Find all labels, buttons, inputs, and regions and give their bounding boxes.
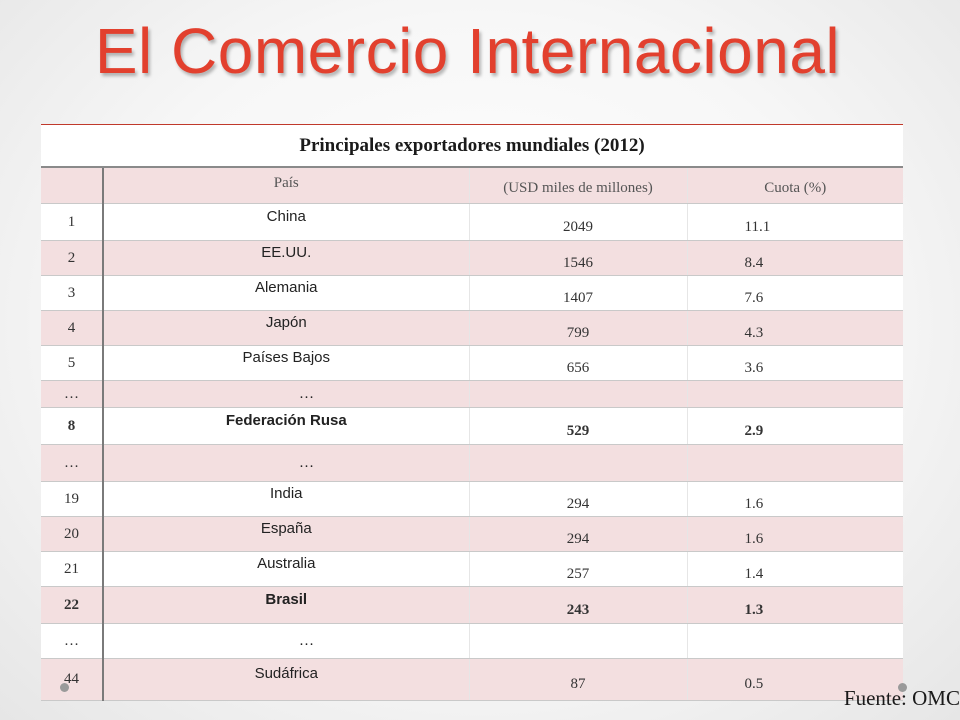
slide-title: El Comercio Internacional xyxy=(94,15,841,87)
value-cell: 1407 xyxy=(469,275,688,311)
value-cell: 529 xyxy=(469,407,688,445)
value-cell: 257 xyxy=(469,551,688,587)
value-cell: 294 xyxy=(469,481,688,517)
table-row: …… xyxy=(41,444,904,482)
rank-cell: 8 xyxy=(41,407,104,445)
country-cell: Federación Rusa xyxy=(103,407,470,445)
rank-cell: 19 xyxy=(41,481,104,517)
value-cell: 656 xyxy=(469,345,688,381)
country-cell: Alemania xyxy=(103,275,470,311)
share-cell: 2.9 xyxy=(687,407,904,445)
country-cell: India xyxy=(103,481,470,517)
share-cell: 7.6 xyxy=(687,275,904,311)
country-cell: … xyxy=(103,380,470,408)
table-row: 19 India 294 1.6 xyxy=(41,481,904,517)
share-cell: 1.4 xyxy=(687,551,904,587)
rank-cell: 22 xyxy=(41,586,104,624)
rank-cell: 20 xyxy=(41,516,104,552)
value-cell: 243 xyxy=(469,586,688,624)
value-cell: 87 xyxy=(469,658,688,701)
table-row: 5 Países Bajos 656 3.6 xyxy=(41,345,904,381)
header-rank xyxy=(41,167,104,204)
rank-cell: 3 xyxy=(41,275,104,311)
value-cell xyxy=(469,380,688,408)
country-cell: Japón xyxy=(103,310,470,346)
rank-cell: 1 xyxy=(41,203,104,241)
country-cell: Países Bajos xyxy=(103,345,470,381)
country-cell: EE.UU. xyxy=(103,240,470,276)
share-cell: 1.3 xyxy=(687,586,904,624)
country-cell: España xyxy=(103,516,470,552)
table-row: 1 China 2049 11.1 xyxy=(41,203,904,241)
share-cell xyxy=(687,380,904,408)
share-cell xyxy=(687,623,904,659)
table-row: 4 Japón 799 4.3 xyxy=(41,310,904,346)
country-cell: Australia xyxy=(103,551,470,587)
table-header-row: País (USD miles de millones) Cuota (%) xyxy=(41,167,904,204)
slide-dot-right xyxy=(898,683,907,692)
country-cell: Sudáfrica xyxy=(103,658,470,701)
share-cell: 8.4 xyxy=(687,240,904,276)
header-share: Cuota (%) xyxy=(687,167,904,204)
share-cell: 1.6 xyxy=(687,516,904,552)
country-cell: … xyxy=(103,623,470,659)
share-cell xyxy=(687,444,904,482)
value-cell: 1546 xyxy=(469,240,688,276)
table-row: 8 Federación Rusa 529 2.9 xyxy=(41,407,904,445)
table-row: 2 EE.UU. 1546 8.4 xyxy=(41,240,904,276)
share-cell: 0.5 xyxy=(687,658,904,701)
header-value: (USD miles de millones) xyxy=(469,167,688,204)
header-country: País xyxy=(103,167,470,204)
table-row: 22 Brasil 243 1.3 xyxy=(41,586,904,624)
share-cell: 3.6 xyxy=(687,345,904,381)
rank-cell: … xyxy=(41,380,104,408)
table-row: …… xyxy=(41,623,904,659)
rank-cell: … xyxy=(41,444,104,482)
value-cell xyxy=(469,444,688,482)
slide-dot-left xyxy=(60,683,69,692)
table-row: …… xyxy=(41,380,904,408)
source-note: Fuente: OMC xyxy=(843,686,960,710)
value-cell: 799 xyxy=(469,310,688,346)
value-cell: 2049 xyxy=(469,203,688,241)
rank-cell: 44 xyxy=(41,658,104,701)
table-row: 21 Australia 257 1.4 xyxy=(41,551,904,587)
value-cell xyxy=(469,623,688,659)
rank-cell: 4 xyxy=(41,310,104,346)
rank-cell: … xyxy=(41,623,104,659)
country-cell: Brasil xyxy=(103,586,470,624)
rank-cell: 5 xyxy=(41,345,104,381)
table-row: 44 Sudáfrica 87 0.5 xyxy=(41,658,904,701)
table-caption: Principales exportadores mundiales (2012… xyxy=(41,124,904,168)
exporters-table: Principales exportadores mundiales (2012… xyxy=(41,124,904,701)
country-cell: China xyxy=(103,203,470,241)
share-cell: 4.3 xyxy=(687,310,904,346)
country-cell: … xyxy=(103,444,470,482)
share-cell: 11.1 xyxy=(687,203,904,241)
rank-cell: 2 xyxy=(41,240,104,276)
share-cell: 1.6 xyxy=(687,481,904,517)
rank-cell: 21 xyxy=(41,551,104,587)
value-cell: 294 xyxy=(469,516,688,552)
table-row: 3 Alemania 1407 7.6 xyxy=(41,275,904,311)
table-row: 20 España 294 1.6 xyxy=(41,516,904,552)
